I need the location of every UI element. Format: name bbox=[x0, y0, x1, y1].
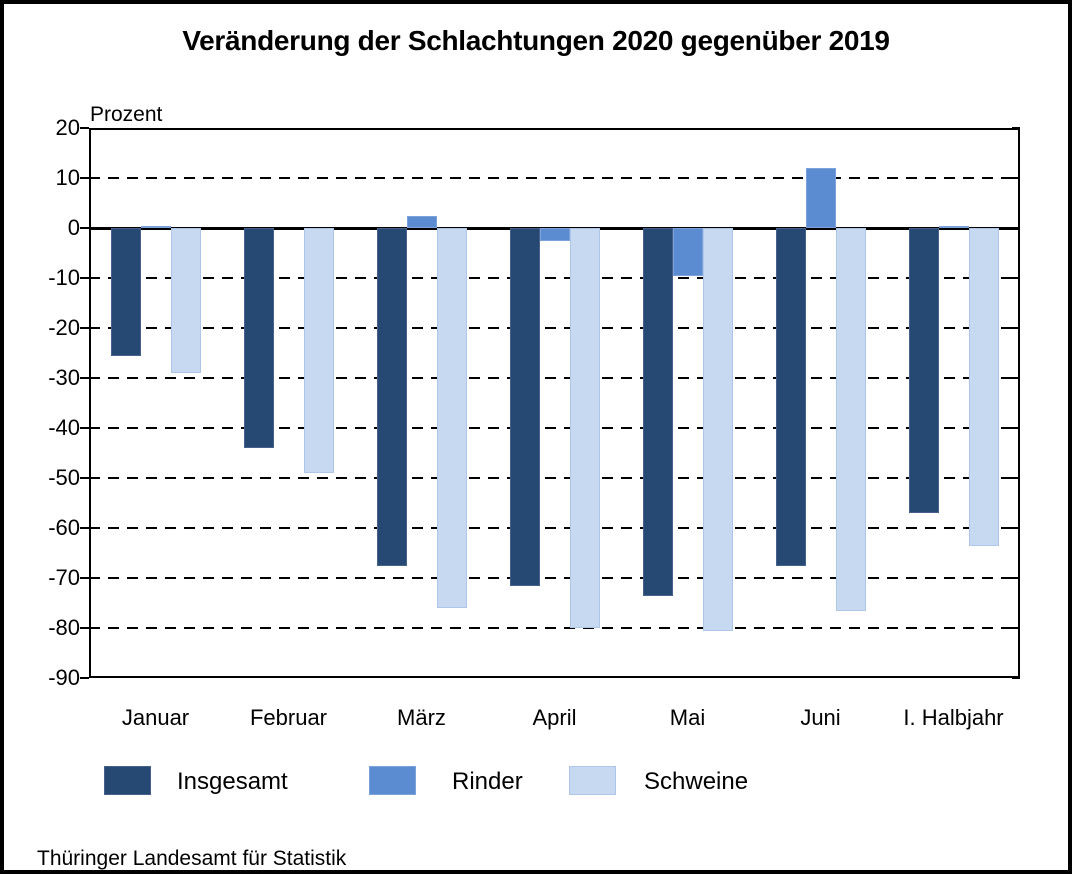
bar-insgesamt bbox=[110, 228, 141, 356]
y-tick-mark-right bbox=[1012, 227, 1020, 229]
bar-rinder bbox=[539, 228, 570, 241]
x-category-label: April bbox=[532, 705, 577, 730]
y-tick-label: -70 bbox=[48, 565, 80, 590]
y-tick-label: 20 bbox=[55, 115, 80, 140]
x-category-label: Februar bbox=[249, 705, 328, 730]
gridline bbox=[89, 377, 1020, 379]
y-tick-label: -40 bbox=[48, 415, 80, 440]
y-tick-mark bbox=[80, 277, 89, 279]
y-tick-mark-right bbox=[1012, 527, 1020, 529]
y-tick-mark-right bbox=[1012, 327, 1020, 329]
legend-swatch-insgesamt bbox=[104, 766, 151, 795]
bar-schweine bbox=[436, 228, 467, 608]
bar-insgesamt bbox=[775, 228, 806, 566]
y-tick-mark-right bbox=[1012, 577, 1020, 579]
bar-schweine bbox=[702, 228, 733, 631]
y-tick-label: -30 bbox=[48, 365, 80, 390]
bar-schweine bbox=[170, 228, 201, 373]
bar-insgesamt bbox=[642, 228, 673, 596]
x-category-label: März bbox=[397, 705, 446, 730]
x-category-label: Januar bbox=[121, 705, 190, 730]
y-tick-mark-right bbox=[1012, 277, 1020, 279]
y-tick-mark bbox=[80, 377, 89, 379]
source-note: Thüringer Landesamt für Statistik bbox=[37, 847, 347, 870]
gridline bbox=[89, 427, 1020, 429]
y-tick-label: 10 bbox=[55, 165, 80, 190]
y-tick-mark bbox=[80, 227, 89, 229]
bar-rinder bbox=[672, 228, 703, 276]
y-tick-mark bbox=[80, 327, 89, 329]
bar-rinder bbox=[140, 225, 171, 228]
bar-insgesamt bbox=[908, 228, 939, 513]
legend-swatch-rinder bbox=[369, 766, 416, 795]
y-tick-label: 0 bbox=[67, 215, 80, 240]
plot-area bbox=[89, 128, 1020, 678]
y-tick-mark bbox=[80, 627, 89, 629]
y-tick-mark bbox=[80, 427, 89, 429]
x-category-label: Juni bbox=[800, 705, 841, 730]
bar-rinder bbox=[805, 168, 836, 228]
y-tick-label: -60 bbox=[48, 515, 80, 540]
legend-swatch-schweine bbox=[569, 766, 616, 795]
bar-insgesamt bbox=[509, 228, 540, 586]
gridline bbox=[89, 577, 1020, 579]
y-tick-mark bbox=[80, 127, 89, 129]
y-tick-label: -80 bbox=[48, 615, 80, 640]
gridline bbox=[89, 627, 1020, 629]
y-tick-mark bbox=[80, 577, 89, 579]
y-tick-mark-right bbox=[1012, 677, 1020, 679]
gridline bbox=[89, 327, 1020, 329]
bar-schweine bbox=[569, 228, 600, 628]
bar-schweine bbox=[968, 228, 999, 546]
bar-schweine bbox=[303, 228, 334, 473]
y-tick-label: -20 bbox=[48, 315, 80, 340]
x-category-label: Mai bbox=[669, 705, 706, 730]
y-tick-mark bbox=[80, 677, 89, 679]
bar-schweine bbox=[835, 228, 866, 611]
bar-rinder bbox=[938, 225, 969, 228]
legend-label-insgesamt: Insgesamt bbox=[177, 768, 288, 795]
y-axis-unit-label: Prozent bbox=[90, 103, 163, 126]
gridline bbox=[89, 277, 1020, 279]
bar-rinder bbox=[406, 215, 437, 228]
y-tick-mark bbox=[80, 477, 89, 479]
bar-insgesamt bbox=[376, 228, 407, 566]
y-tick-label: -50 bbox=[48, 465, 80, 490]
y-tick-label: -10 bbox=[48, 265, 80, 290]
y-tick-mark-right bbox=[1012, 477, 1020, 479]
legend-label-rinder: Rinder bbox=[452, 768, 523, 795]
bar-insgesamt bbox=[243, 228, 274, 448]
y-tick-mark bbox=[80, 527, 89, 529]
gridline bbox=[89, 527, 1020, 529]
y-tick-mark-right bbox=[1012, 627, 1020, 629]
y-tick-mark-right bbox=[1012, 127, 1020, 129]
y-tick-mark bbox=[80, 177, 89, 179]
y-tick-mark-right bbox=[1012, 427, 1020, 429]
y-tick-mark-right bbox=[1012, 377, 1020, 379]
chart-title: Veränderung der Schlachtungen 2020 gegen… bbox=[182, 25, 890, 56]
y-tick-mark-right bbox=[1012, 177, 1020, 179]
x-category-label: I. Halbjahr bbox=[903, 705, 1004, 730]
legend-label-schweine: Schweine bbox=[644, 768, 749, 795]
gridline bbox=[89, 177, 1020, 179]
gridline bbox=[89, 477, 1020, 479]
y-tick-label: -90 bbox=[48, 665, 80, 690]
